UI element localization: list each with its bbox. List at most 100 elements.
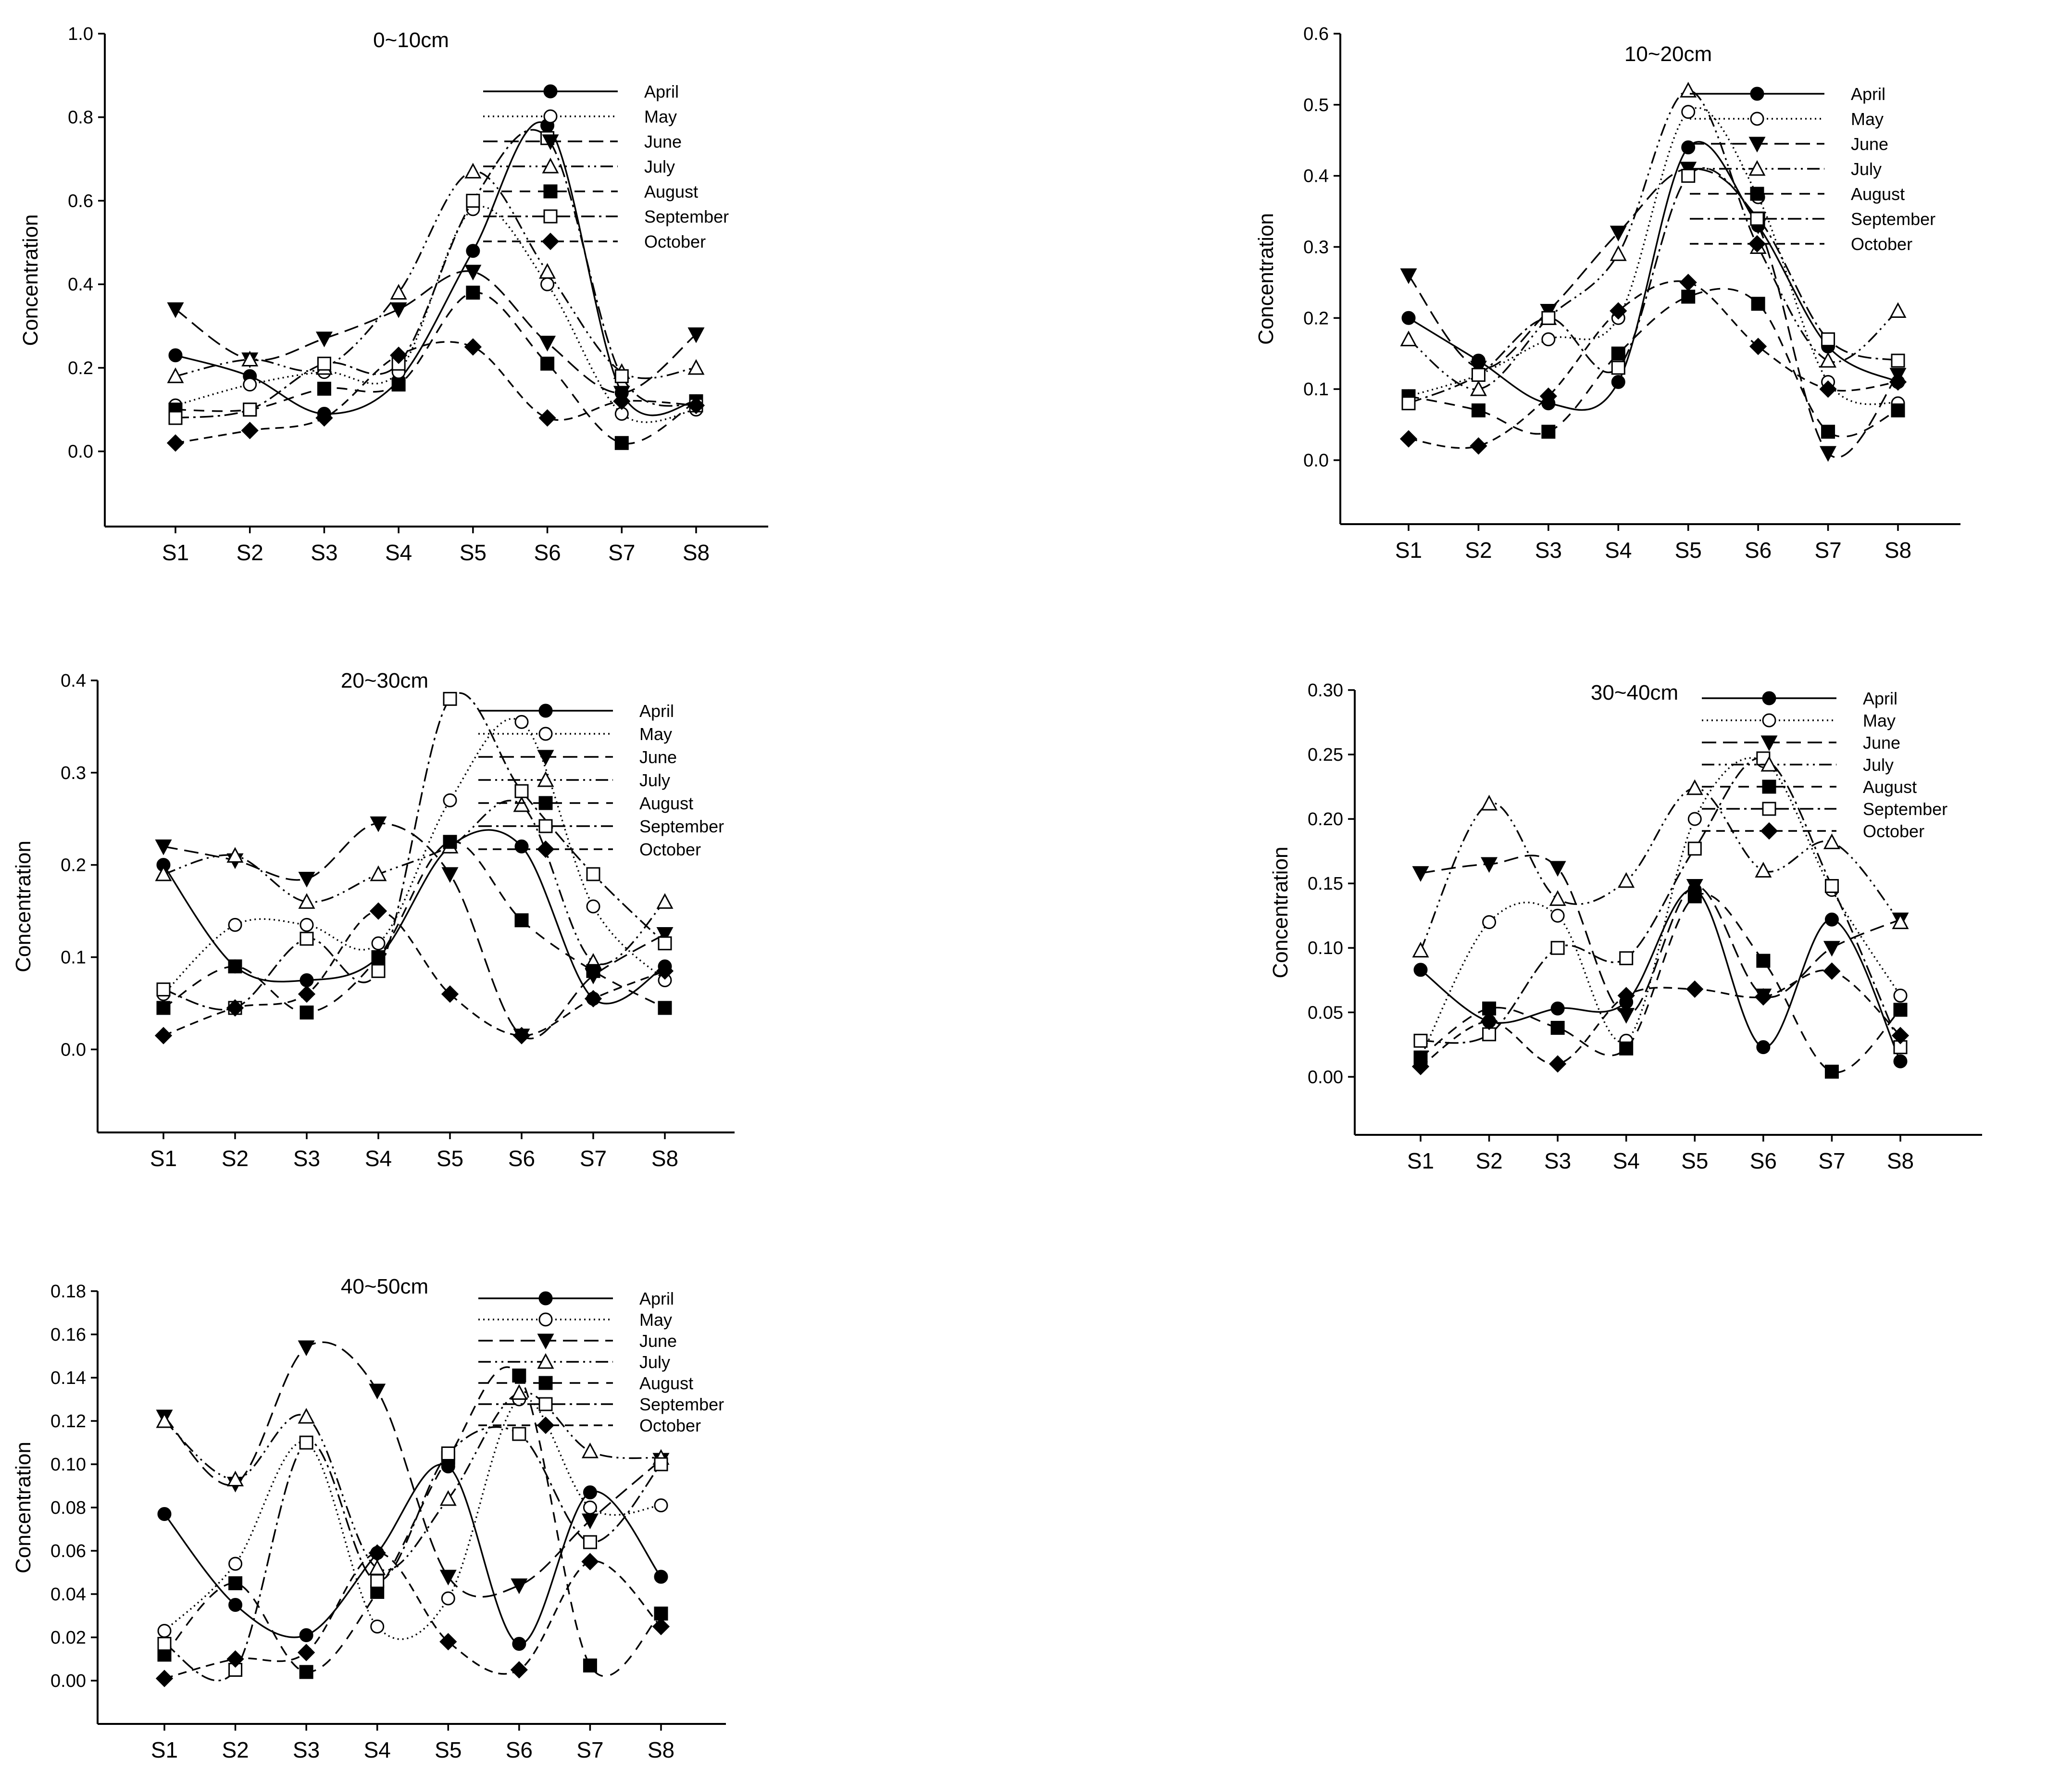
data-point [371,964,386,978]
data-point [1889,302,1907,318]
x-tick-label: S6 [534,540,561,565]
legend-label: June [639,747,677,767]
data-point [391,377,406,392]
data-point [583,1500,597,1515]
data-point [513,796,530,812]
data-point [1824,1065,1839,1079]
y-tick-label: 0.04 [50,1584,86,1605]
y-axis-title: Concentration [12,1442,35,1573]
data-point [540,356,555,371]
x-tick-label: S5 [1675,538,1702,563]
data-point [226,999,244,1017]
x-tick-label: S4 [1613,1148,1640,1173]
data-point [1821,332,1835,347]
legend-marker [1762,691,1776,705]
legend-label: August [639,793,693,813]
data-point [1399,430,1418,448]
legend-item-october: October [478,840,701,859]
series-line [1408,288,1898,438]
legend-marker [538,1291,553,1306]
series-line [175,129,697,419]
panel-title: 20~30cm [341,669,428,692]
data-point [315,331,333,348]
data-point [1821,425,1835,439]
data-point [1686,879,1703,895]
data-point [243,377,257,392]
data-point [1754,988,1772,1006]
series-line [1420,892,1901,1073]
series-line [1408,141,1898,411]
x-tick-label: S2 [1475,1148,1502,1173]
data-point [1679,274,1697,291]
data-point [1820,352,1837,368]
legend-marker [538,796,553,810]
legend-label: June [644,132,682,151]
data-point [658,1001,672,1015]
legend-item-august: August [1690,184,1905,204]
legend-item-september: September [478,1395,724,1414]
data-point [1400,330,1417,347]
series-line [164,1426,662,1682]
y-tick-label: 0.00 [1308,1067,1343,1087]
data-point [656,893,674,909]
data-point [243,402,257,417]
data-point [300,973,314,987]
data-point [687,327,705,343]
data-point [1681,105,1696,119]
data-point [514,913,529,928]
legend-marker [542,134,559,151]
data-point [1610,226,1627,242]
x-tick-label: S1 [162,540,189,565]
legend-label: October [639,840,701,859]
data-point [441,985,459,1003]
data-point [1412,866,1429,882]
y-tick-label: 0.20 [1308,809,1343,829]
data-point [369,902,387,920]
legend-marker [1750,187,1764,201]
data-point [1611,361,1625,375]
data-point [1893,1003,1908,1017]
data-point [368,1544,386,1562]
data-point [1681,289,1696,304]
x-tick-label: S8 [651,1146,678,1171]
legend-marker [543,184,558,199]
data-point [1823,962,1841,980]
data-point [228,1557,243,1571]
data-point [1413,963,1428,977]
series-may [157,1392,668,1640]
legend-label: July [639,1352,670,1372]
data-point [1471,403,1485,417]
series-line [162,717,666,995]
legend-marker [1750,87,1764,101]
data-point [241,351,259,367]
series-line [1420,855,1901,1016]
series-line [1408,107,1898,405]
legend-marker [1748,160,1766,176]
legend-label: April [1863,689,1897,708]
data-point [156,982,171,997]
data-point [1755,862,1772,878]
data-point [654,1498,668,1512]
legend-marker [1760,755,1778,772]
data-point [241,422,259,440]
data-point [443,793,457,807]
data-point [156,1001,171,1015]
y-tick-label: 0.12 [50,1411,86,1432]
legend-label: October [1863,821,1924,841]
data-point [1618,872,1635,888]
data-point [1617,987,1635,1005]
legend-item-july: July [1690,159,1882,179]
data-point [1681,169,1696,183]
series-line [163,1366,662,1677]
y-tick-label: 0.16 [50,1325,86,1345]
series-line [163,1397,662,1640]
legend-item-may: May [478,724,672,744]
legend-label: May [644,107,677,126]
data-point [1619,1041,1634,1056]
series-line [163,841,665,1014]
x-tick-label: S5 [437,1146,463,1171]
